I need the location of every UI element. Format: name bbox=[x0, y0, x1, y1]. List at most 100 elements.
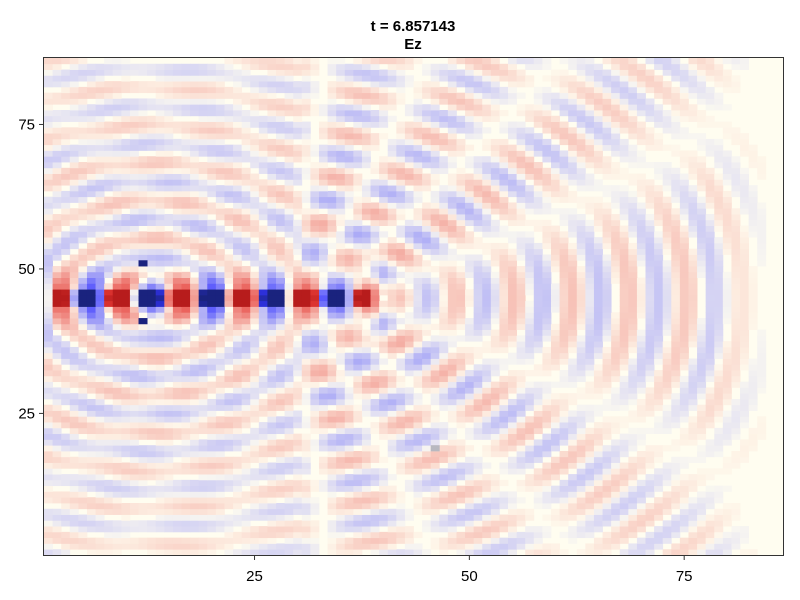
heatmap-cell bbox=[233, 277, 243, 284]
heatmap-cell bbox=[379, 306, 389, 313]
heatmap-cell bbox=[585, 254, 595, 261]
heatmap-cell bbox=[499, 173, 509, 180]
heatmap-cell bbox=[697, 514, 707, 521]
heatmap-cell bbox=[396, 537, 406, 544]
heatmap-cell bbox=[525, 537, 535, 544]
heatmap-cell bbox=[516, 237, 526, 244]
heatmap-cell bbox=[439, 167, 449, 174]
heatmap-cell bbox=[611, 526, 621, 533]
heatmap-cell bbox=[740, 445, 750, 452]
heatmap-cell bbox=[164, 346, 174, 354]
heatmap-cell bbox=[516, 456, 526, 463]
heatmap-cell bbox=[473, 214, 483, 221]
heatmap-cell bbox=[679, 364, 689, 371]
heatmap-cell bbox=[95, 491, 105, 498]
heatmap-cell bbox=[731, 271, 741, 279]
heatmap-cell bbox=[404, 179, 414, 186]
heatmap-cell bbox=[611, 370, 621, 377]
heatmap-cell bbox=[611, 225, 621, 232]
heatmap-cell bbox=[396, 248, 406, 255]
heatmap-cell bbox=[430, 208, 440, 215]
heatmap-cell bbox=[422, 162, 432, 169]
heatmap-cell bbox=[207, 416, 217, 423]
heatmap-cell bbox=[611, 214, 621, 221]
heatmap-cell bbox=[490, 474, 500, 481]
heatmap-cell bbox=[370, 231, 380, 238]
heatmap-cell bbox=[241, 335, 251, 342]
heatmap-cell bbox=[499, 248, 509, 255]
heatmap-cell bbox=[413, 433, 423, 440]
heatmap-cell bbox=[267, 474, 277, 481]
heatmap-cell bbox=[78, 289, 88, 296]
heatmap-cell bbox=[550, 346, 560, 354]
heatmap-cell bbox=[585, 381, 595, 388]
heatmap-cell bbox=[722, 312, 732, 319]
heatmap-cell bbox=[44, 231, 53, 238]
heatmap-cell bbox=[52, 491, 62, 498]
heatmap-cell bbox=[585, 352, 595, 359]
heatmap-cell bbox=[181, 185, 191, 192]
heatmap-cell bbox=[490, 422, 500, 429]
heatmap-cell bbox=[69, 242, 79, 250]
heatmap-cell bbox=[336, 531, 346, 539]
heatmap-cell bbox=[593, 196, 603, 203]
heatmap-cell bbox=[731, 312, 741, 319]
heatmap-cell bbox=[276, 260, 285, 267]
heatmap-cell bbox=[602, 462, 612, 469]
heatmap-cell bbox=[241, 202, 251, 209]
heatmap-cell bbox=[267, 242, 277, 250]
heatmap-cell bbox=[86, 271, 96, 279]
heatmap-cell bbox=[396, 254, 406, 261]
heatmap-cell bbox=[353, 514, 363, 521]
heatmap-cell bbox=[482, 404, 492, 411]
heatmap-cell bbox=[353, 526, 363, 533]
heatmap-cell bbox=[456, 254, 466, 261]
heatmap-cell bbox=[207, 485, 217, 492]
heatmap-cell bbox=[52, 479, 62, 487]
heatmap-cell bbox=[533, 427, 543, 435]
heatmap-cell bbox=[499, 266, 509, 273]
heatmap-cell bbox=[473, 318, 483, 325]
heatmap-cell bbox=[740, 231, 750, 238]
heatmap-cell bbox=[396, 462, 406, 469]
heatmap-cell bbox=[233, 271, 243, 279]
heatmap-cell bbox=[439, 479, 449, 487]
heatmap-cell bbox=[740, 173, 750, 180]
heatmap-cell bbox=[112, 185, 122, 192]
heatmap-cell bbox=[740, 387, 750, 394]
heatmap-cell bbox=[404, 225, 414, 232]
heatmap-cell bbox=[104, 485, 114, 492]
heatmap-cell bbox=[559, 439, 569, 446]
heatmap-cell bbox=[585, 485, 595, 492]
heatmap-cell bbox=[550, 543, 560, 550]
heatmap-cell bbox=[602, 254, 612, 261]
heatmap-cell bbox=[387, 485, 397, 492]
heatmap-cell bbox=[705, 526, 715, 533]
heatmap-cell bbox=[499, 427, 509, 435]
heatmap-cell bbox=[645, 445, 655, 452]
heatmap-cell bbox=[86, 202, 96, 209]
heatmap-cell bbox=[86, 497, 96, 504]
heatmap-cell bbox=[559, 335, 569, 342]
heatmap-cell bbox=[276, 162, 285, 169]
heatmap-cell bbox=[516, 370, 526, 377]
heatmap-cell bbox=[499, 190, 509, 198]
heatmap-cell bbox=[241, 549, 251, 556]
heatmap-cell bbox=[293, 543, 303, 550]
heatmap-cell bbox=[456, 300, 466, 307]
heatmap-cell bbox=[559, 491, 569, 498]
heatmap-cell bbox=[508, 214, 518, 221]
heatmap-cell bbox=[318, 439, 328, 446]
heatmap-cell bbox=[301, 271, 311, 279]
heatmap-cell bbox=[533, 185, 543, 192]
heatmap-cell bbox=[353, 346, 363, 354]
heatmap-cell bbox=[645, 335, 655, 342]
heatmap-cell bbox=[413, 462, 423, 469]
heatmap-cell bbox=[379, 214, 389, 221]
heatmap-cell bbox=[147, 520, 157, 527]
heatmap-cell bbox=[740, 526, 750, 533]
heatmap-cell bbox=[284, 491, 294, 498]
heatmap-cell bbox=[387, 277, 397, 284]
heatmap-cell bbox=[104, 173, 114, 180]
heatmap-cell bbox=[550, 341, 560, 348]
